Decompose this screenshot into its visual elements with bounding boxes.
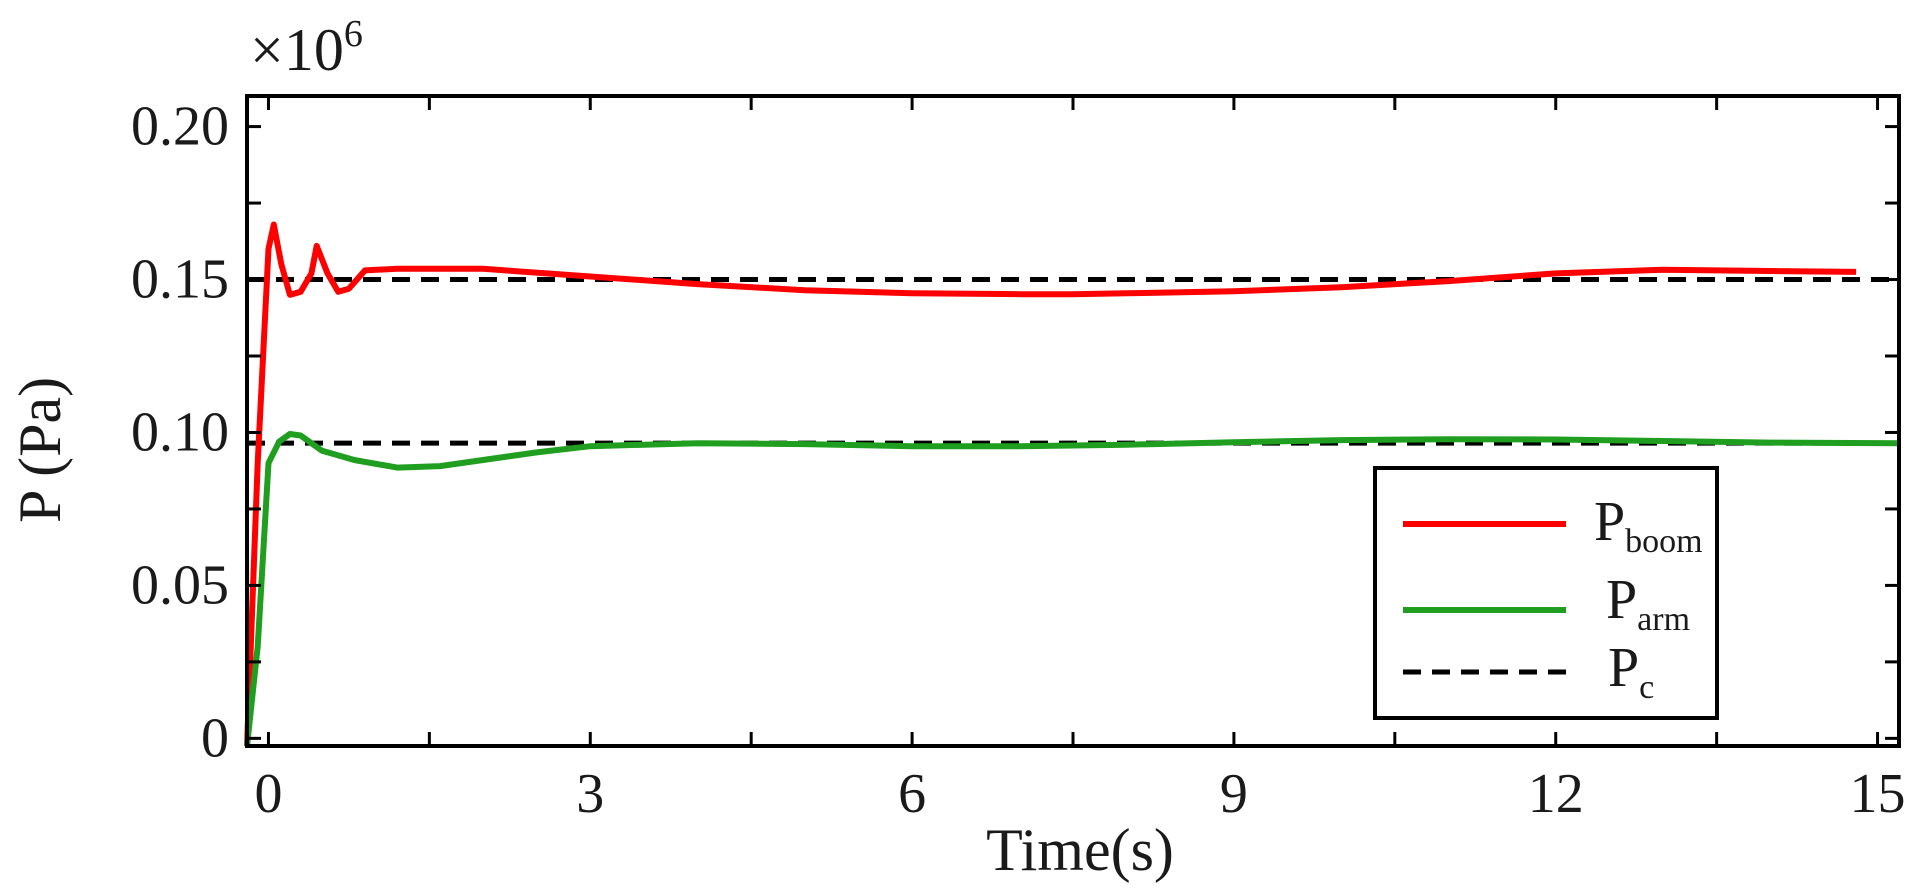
- legend-label-arm: Parm: [1606, 569, 1690, 638]
- label-layer: 0 3 6 9 12 15 0 0.05 0.10 0.15 0.20: [131, 96, 1906, 825]
- series-arm-line: [244, 431, 1900, 747]
- legend-label-pc: Pc: [1608, 637, 1654, 706]
- x-tick-label: 3: [576, 763, 604, 825]
- series-layer: [244, 221, 1900, 747]
- y-tick-label: 0.10: [131, 401, 229, 463]
- legend-box: [1373, 466, 1719, 720]
- y-tick-label: 0.05: [131, 554, 229, 616]
- y-tick-label: 0.15: [131, 249, 229, 311]
- x-tick-label: 12: [1528, 763, 1584, 825]
- y-axis-title: P (Pa): [7, 377, 73, 523]
- legend: Pboom Parm Pc: [1373, 466, 1719, 720]
- series-boom-line: [244, 221, 1857, 747]
- x-tick-label: 0: [254, 763, 282, 825]
- y-tick-label: 0: [201, 707, 229, 769]
- tick-layer: [247, 96, 1899, 746]
- legend-label-boom: Pboom: [1594, 491, 1703, 560]
- x-tick-label: 9: [1220, 763, 1248, 825]
- x-tick-label: 6: [898, 763, 926, 825]
- y-tick-label: 0.20: [131, 96, 229, 158]
- x-tick-label: 15: [1850, 763, 1906, 825]
- x-axis-title: Time(s): [986, 817, 1174, 883]
- y-exponent-label: ×106: [250, 13, 363, 83]
